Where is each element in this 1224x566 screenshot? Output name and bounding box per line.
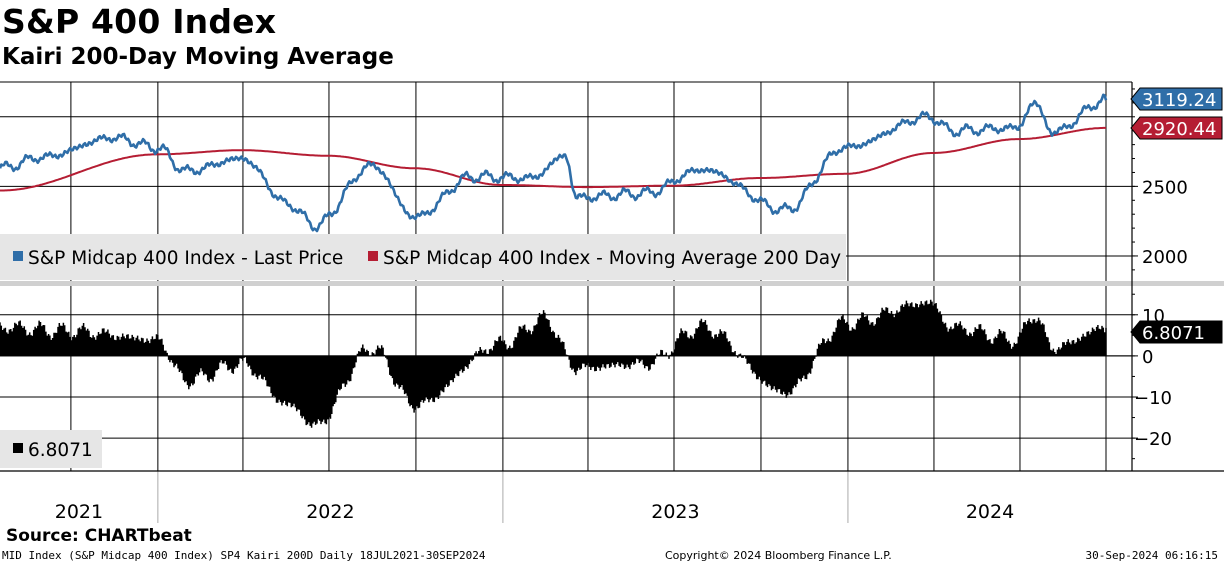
copyright-notice: Copyright© 2024 Bloomberg Finance L.P. bbox=[665, 549, 892, 562]
svg-text:2920.44: 2920.44 bbox=[1142, 119, 1216, 140]
ma-value-tag: 2920.44 bbox=[1130, 116, 1223, 140]
legend-swatch-kairi bbox=[13, 443, 23, 453]
lower-y-tick-label: −20 bbox=[1134, 429, 1172, 450]
legend-label-ma: S&P Midcap 400 Index - Moving Average 20… bbox=[383, 248, 841, 269]
ma-200-line bbox=[0, 126, 1106, 192]
lower-panel-plot bbox=[0, 299, 1132, 428]
security-description: MID Index (S&P Midcap 400 Index) SP4 Kai… bbox=[2, 549, 486, 562]
x-tick-label: 2023 bbox=[651, 501, 699, 523]
svg-text:3119.24: 3119.24 bbox=[1142, 90, 1216, 111]
upper-y-tick-label: 2500 bbox=[1142, 177, 1188, 198]
timestamp: 30-Sep-2024 06:16:15 bbox=[1085, 549, 1218, 562]
source-label: Source: CHARTbeat bbox=[6, 526, 192, 546]
x-tick-label: 2022 bbox=[306, 501, 354, 523]
svg-text:6.8071: 6.8071 bbox=[1142, 323, 1205, 344]
chart-title: S&P 400 Index bbox=[2, 2, 277, 41]
price-line bbox=[0, 93, 1108, 233]
legend-swatch-ma bbox=[368, 251, 378, 261]
x-tick-label: 2024 bbox=[966, 501, 1014, 523]
grid-lines bbox=[0, 82, 1132, 523]
legend-label-kairi: 6.8071 bbox=[28, 440, 93, 461]
panel-divider bbox=[0, 281, 1224, 286]
legend-swatch-price bbox=[13, 251, 23, 261]
legend-label-price: S&P Midcap 400 Index - Last Price bbox=[28, 248, 343, 269]
lower-y-tick-label: −10 bbox=[1134, 388, 1172, 409]
kairi-value-tag: 6.8071 bbox=[1130, 320, 1223, 344]
chart-subtitle: Kairi 200-Day Moving Average bbox=[2, 44, 394, 70]
kairi-bars bbox=[0, 299, 1107, 428]
x-tick-label: 2021 bbox=[55, 501, 103, 523]
lower-y-tick-label: 0 bbox=[1142, 347, 1153, 368]
upper-y-tick-label: 2000 bbox=[1142, 247, 1188, 268]
price-value-tag: 3119.24 bbox=[1130, 87, 1223, 111]
upper-legend-background bbox=[0, 234, 846, 280]
upper-panel-plot bbox=[0, 93, 1108, 233]
